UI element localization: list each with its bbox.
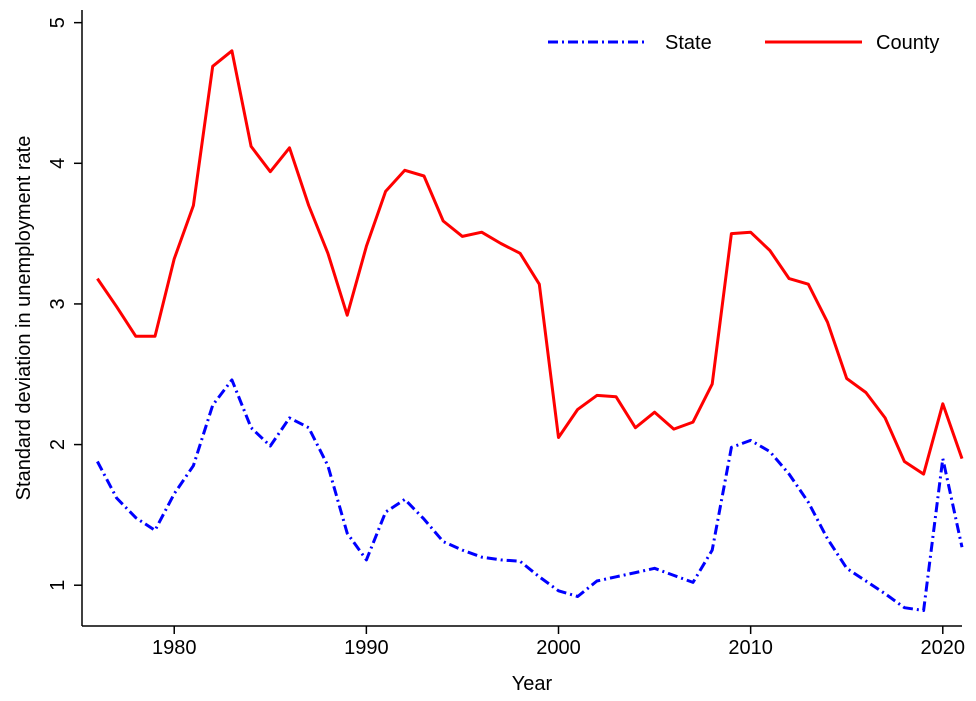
legend-label: State	[665, 32, 712, 54]
x-axis-label: Year	[512, 673, 553, 695]
series-line	[96, 378, 964, 612]
x-tick-label: 1990	[344, 637, 389, 659]
x-tick-label: 2020	[921, 637, 966, 659]
y-tick-label: 5	[47, 17, 69, 28]
series-line	[96, 49, 964, 476]
x-tick-label: 2000	[536, 637, 581, 659]
x-tick-label: 1980	[152, 637, 197, 659]
y-tick-label: 1	[47, 580, 69, 591]
legend-label: County	[876, 32, 939, 54]
y-tick-label: 3	[47, 298, 69, 309]
x-tick-label: 2010	[728, 637, 773, 659]
y-tick-label: 2	[47, 439, 69, 450]
y-tick-label: 4	[47, 158, 69, 169]
y-axis-label: Standard deviation in unemployment rate	[13, 136, 35, 501]
